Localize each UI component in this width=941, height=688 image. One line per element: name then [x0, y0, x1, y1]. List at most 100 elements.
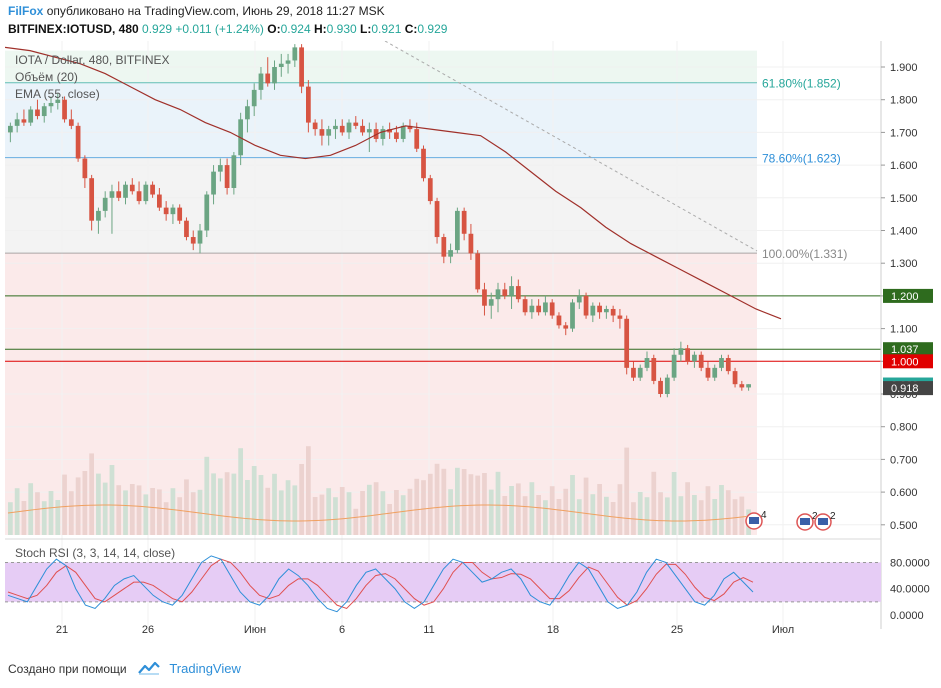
- volume-ma-line: [7, 504, 747, 522]
- volume-bar: [163, 502, 169, 535]
- time-tick-label: 11: [423, 624, 434, 633]
- volume-bar: [570, 475, 575, 535]
- volume-bar: [658, 492, 663, 535]
- candle-body: [746, 384, 751, 388]
- volume-bar: [272, 473, 277, 535]
- volume-bar: [346, 492, 352, 535]
- price-tag: [883, 381, 933, 396]
- candle-body: [610, 308, 616, 316]
- candle-body: [549, 302, 555, 316]
- event-flag-icon: 4: [745, 510, 767, 530]
- volume-bar: [705, 486, 711, 535]
- candle-body: [739, 384, 745, 388]
- volume-bar: [197, 489, 203, 535]
- candle-body: [48, 102, 54, 107]
- candle-body: [637, 367, 643, 378]
- volume-bar: [414, 478, 420, 535]
- candle-body: [590, 305, 596, 316]
- volume-bar: [725, 490, 731, 535]
- volume-bar: [265, 487, 271, 535]
- chart-area[interactable]: 61.80%(1.852) 78.60%(1.623) 100.00%(1.331)…: [5, 41, 934, 633]
- volume-bar: [698, 500, 704, 535]
- volume-bar: [543, 500, 548, 535]
- candle-body: [157, 194, 162, 208]
- candle-body: [353, 122, 359, 126]
- candle-body: [651, 358, 657, 381]
- volume-bar: [68, 491, 74, 535]
- symbol-name: BITFINEX:IOTUSD, 480: [8, 22, 139, 36]
- candle-body: [62, 99, 67, 120]
- volume-bar: [96, 473, 101, 535]
- volume-bar: [597, 484, 602, 535]
- volume-bar: [576, 499, 582, 535]
- candle-body: [129, 184, 135, 192]
- candle-body: [495, 289, 501, 300]
- price-tag-label: 1.200: [891, 291, 919, 303]
- candle-body: [719, 358, 724, 368]
- publish-line: FilFox опубликовано на TradingView.com, …: [8, 4, 385, 18]
- candle-body: [604, 308, 609, 313]
- author-brand[interactable]: FilFox: [8, 4, 44, 18]
- volume-bar: [129, 484, 135, 535]
- volume-bar: [89, 453, 95, 535]
- time-tick-label: 25: [671, 624, 683, 633]
- candle-body: [272, 67, 277, 84]
- low-value: 0.921: [371, 22, 402, 36]
- candle-body: [468, 233, 474, 254]
- stoch-tick-label: 0.0000: [890, 610, 924, 622]
- volume-bar: [387, 504, 393, 535]
- candle-body: [522, 299, 528, 313]
- volume-bar: [509, 486, 514, 535]
- volume-bar: [739, 496, 745, 535]
- volume-bar: [150, 488, 155, 535]
- high-label: H:: [313, 22, 327, 36]
- candle-body: [89, 178, 95, 221]
- candle-body: [333, 125, 338, 130]
- volume-bar: [407, 488, 413, 535]
- price-tag: [883, 288, 933, 303]
- candle-body: [8, 125, 13, 133]
- volume-bar: [468, 474, 474, 535]
- candle-body: [515, 286, 521, 300]
- volume-bar: [617, 484, 623, 535]
- volume-bar: [211, 473, 216, 535]
- volume-bar: [732, 499, 738, 535]
- candle-body: [448, 250, 453, 257]
- volume-bar: [360, 491, 365, 535]
- last-price: 0.929: [142, 22, 173, 36]
- price-tag: [883, 354, 933, 369]
- candle-body: [28, 109, 34, 123]
- candle-body: [285, 60, 291, 64]
- candle-body: [184, 220, 189, 238]
- volume-bar: [455, 467, 460, 535]
- volume-bar: [278, 490, 284, 535]
- footer-tradingview-link[interactable]: TradingView: [169, 661, 241, 676]
- price-tick-label: 1.500: [890, 193, 918, 205]
- volume-bar: [319, 494, 325, 535]
- candle-body: [75, 125, 81, 159]
- candle-body: [421, 148, 426, 179]
- volume-bar: [8, 502, 13, 535]
- candle-body: [658, 380, 663, 394]
- candle-body: [678, 348, 684, 355]
- event-flag-rect: [800, 518, 810, 525]
- candle-body: [407, 125, 413, 130]
- volume-bar: [529, 482, 535, 535]
- volume-bar: [190, 492, 196, 535]
- candle-body: [123, 184, 128, 198]
- volume-bar: [434, 463, 440, 535]
- candle-body: [732, 371, 738, 385]
- candle-body: [664, 377, 670, 394]
- high-value: 0.930: [326, 22, 357, 36]
- chart-svg[interactable]: 61.80%(1.852) 78.60%(1.623) 100.00%(1.331)…: [5, 41, 934, 633]
- volume-bar: [231, 473, 237, 535]
- event-badge-count: 2: [812, 511, 818, 522]
- candle-body: [306, 86, 311, 123]
- volume-bar: [258, 475, 264, 535]
- candle-body: [150, 184, 155, 195]
- candle-body: [116, 191, 122, 198]
- volume-bar: [712, 499, 718, 535]
- price-tick-label: 1.300: [890, 258, 918, 270]
- fib-label: 61.80%(1.852): [762, 77, 841, 91]
- volume-bar: [502, 496, 508, 535]
